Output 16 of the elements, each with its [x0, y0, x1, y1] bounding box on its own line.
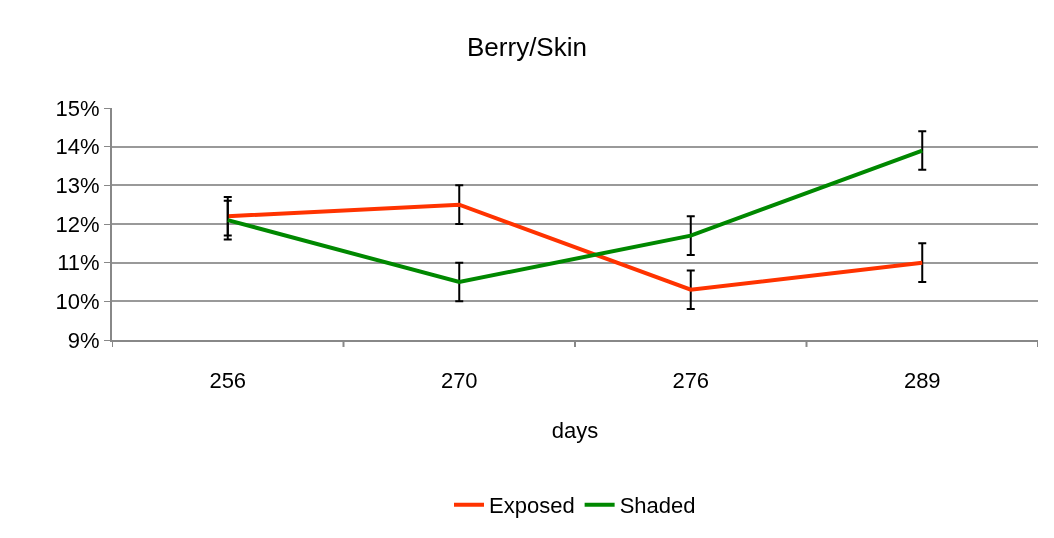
x-tick-label: 289 [903, 368, 941, 394]
y-tick-label: 14% [55, 134, 100, 160]
chart-title: Berry/Skin [467, 31, 587, 62]
x-axis-title: days [551, 417, 599, 443]
y-tick-label: 12% [55, 211, 100, 237]
x-tick-label: 270 [440, 368, 478, 394]
y-tick-label: 10% [55, 289, 100, 315]
x-tick-label: 276 [672, 368, 710, 394]
y-tick-label: 9% [67, 327, 100, 353]
legend-label: Exposed [489, 493, 575, 519]
y-tick-label: 13% [55, 173, 100, 199]
x-tick-label: 256 [209, 368, 247, 394]
y-tick-label: 15% [55, 95, 100, 121]
y-tick-label: 11% [57, 250, 100, 276]
line-series [225, 148, 925, 284]
legend-label: Shaded [619, 493, 696, 519]
